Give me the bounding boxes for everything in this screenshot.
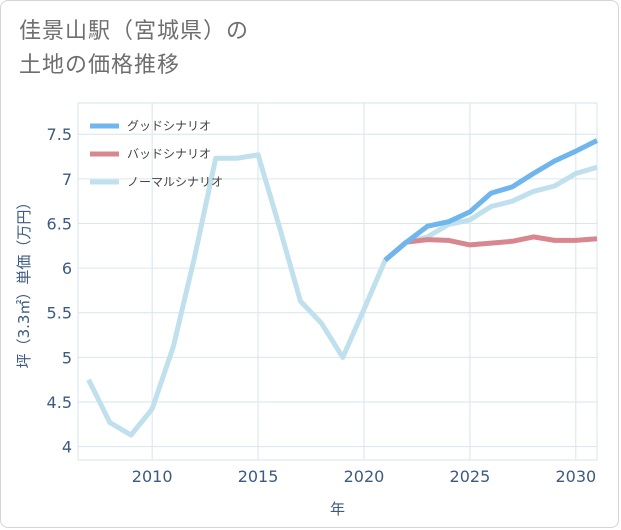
y-tick-label: 5.5 [47,304,72,323]
x-tick-label: 2010 [132,467,173,486]
y-axis-label: 坪（3.3㎡）単価（万円） [15,195,33,369]
title-line-2: 土地の価格推移 [19,53,181,78]
series-line-2 [383,234,598,263]
x-tick-label: 2025 [450,467,491,486]
series-line-3 [86,152,598,438]
series-lines [86,138,599,438]
y-tick-label: 7 [62,170,72,189]
tick-labels: 4 4.5 5 5.5 6 6.5 7 7.5 2010 2015 2020 2025 2030 [47,125,597,486]
y-tick-label: 6.5 [47,214,72,233]
x-tick-label: 2030 [555,467,596,486]
x-axis-label: 年 [330,500,345,518]
y-tick-label: 4.5 [47,393,72,412]
title-line-1: 佳景山駅（宮城県）の [19,19,250,44]
y-tick-label: 5 [62,348,72,367]
legend-label-2: バッドシナリオ [127,147,211,161]
grid [77,102,598,461]
legend-label-1: グッドシナリオ [127,119,211,133]
legend-label-3: ノーマルシナリオ [127,175,223,189]
x-tick-label: 2015 [238,467,279,486]
chart-title: 佳景山駅（宮城県）の 土地の価格推移 [19,15,249,83]
x-tick-label: 2020 [344,467,385,486]
plot-area [77,102,598,461]
y-tick-label: 4 [62,438,72,457]
y-tick-label: 7.5 [47,125,72,144]
y-tick-label: 6 [62,259,72,278]
